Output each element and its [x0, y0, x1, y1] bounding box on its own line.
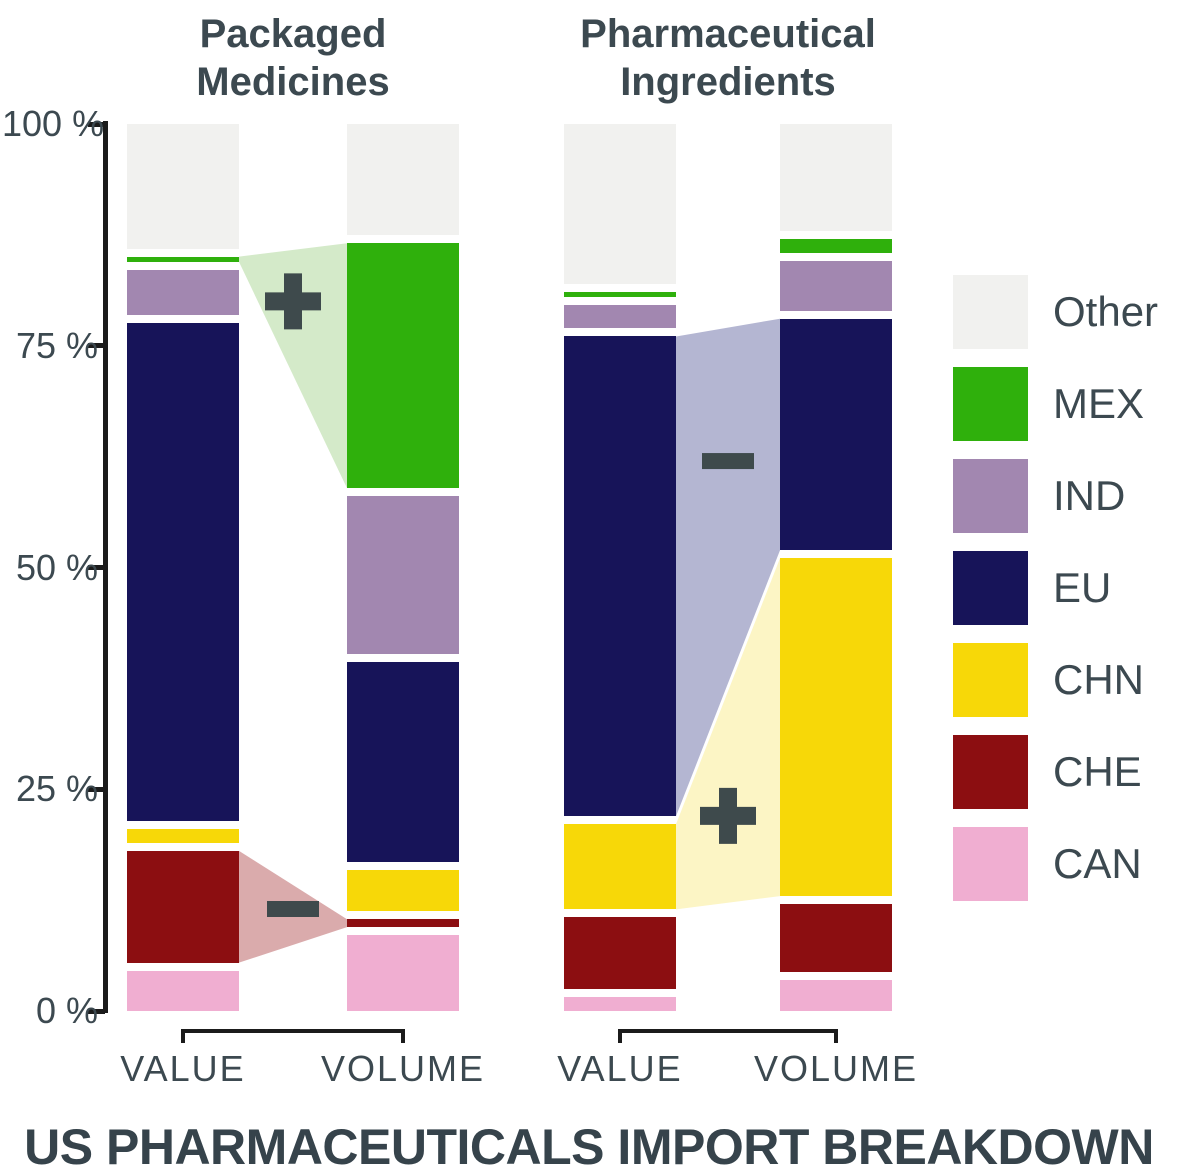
bar-segment-ind: [780, 261, 892, 311]
bar-segment-che: [347, 919, 459, 928]
bar-label-value: VALUE: [557, 1048, 683, 1089]
chart-title: US PHARMACEUTICALS IMPORT BREAKDOWN: [24, 1119, 1154, 1174]
bar-segment-ind: [564, 305, 676, 329]
bar-label-volume: VOLUME: [753, 1048, 919, 1089]
legend-swatch-ind: [953, 459, 1028, 533]
legend-swatch-eu: [953, 551, 1028, 625]
bar-segment-mex: [780, 238, 892, 254]
y-axis-line: [103, 121, 108, 1013]
bar-segment-eu: [347, 661, 459, 863]
bar-segment-ind: [127, 269, 239, 316]
y-axis-tick: [88, 565, 105, 570]
legend-item-chn: CHN: [953, 643, 1173, 717]
group-header-line: Pharmaceutical: [580, 12, 876, 56]
bar-segment-eu: [564, 336, 676, 817]
legend-item-can: CAN: [953, 827, 1173, 901]
legend-swatch-mex: [953, 367, 1028, 441]
group-bracket: [618, 1029, 838, 1043]
group-header-line: Medicines: [196, 60, 390, 104]
minus-icon: [267, 900, 319, 917]
bar-segment-mex: [127, 256, 239, 262]
bar-segment-mex: [347, 243, 459, 489]
y-axis-tick: [88, 1008, 105, 1014]
plus-icon: [265, 273, 321, 330]
y-axis-tick-label: 0 %: [35, 990, 98, 1031]
bar-segment-che: [127, 850, 239, 963]
bar-segment-can: [564, 997, 676, 1011]
plus-icon: [700, 787, 756, 844]
legend-label: EU: [1053, 564, 1112, 611]
minus-icon: [702, 453, 754, 470]
y-axis-tick-label: 50 %: [15, 546, 98, 588]
legend-item-che: CHE: [953, 735, 1173, 809]
group-header-line: Packaged: [199, 12, 387, 56]
legend-swatch-can: [953, 827, 1028, 901]
bar-segment-other: [780, 124, 892, 231]
legend-item-mex: MEX: [953, 367, 1173, 441]
bar-segment-chn: [127, 828, 239, 843]
bar-label-volume: VOLUME: [320, 1048, 486, 1089]
bar-segment-mex: [564, 292, 676, 298]
legend-swatch-other: [953, 275, 1028, 349]
bar-segment-che: [780, 904, 892, 972]
legend-item-other: Other: [953, 275, 1173, 349]
bar-segment-che: [564, 917, 676, 990]
y-axis-tick-label: 25 %: [15, 768, 98, 810]
group-bracket: [181, 1029, 405, 1043]
bar-segment-eu: [127, 323, 239, 821]
legend-label: CAN: [1053, 840, 1142, 887]
y-axis-tick: [88, 343, 105, 349]
bar-segment-chn: [347, 870, 459, 912]
y-axis-tick: [88, 121, 105, 127]
bar-label-value: VALUE: [120, 1048, 246, 1089]
group-header: Pharmaceutical Ingredients: [580, 10, 876, 106]
bar-segment-chn: [780, 558, 892, 897]
y-axis-tick-label: 75 %: [15, 324, 98, 366]
bar-segment-eu: [780, 318, 892, 551]
bar-segment-can: [347, 935, 459, 1011]
legend-swatch-che: [953, 735, 1028, 809]
legend-swatch-chn: [953, 643, 1028, 717]
group-header-line: Ingredients: [620, 60, 836, 104]
bar-segment-other: [127, 124, 239, 249]
bar-segment-other: [347, 124, 459, 236]
bar-segment-other: [564, 124, 676, 285]
bar-segment-can: [127, 970, 239, 1011]
bar-segment-chn: [564, 824, 676, 910]
legend-item-ind: IND: [953, 459, 1173, 533]
legend-label: IND: [1053, 472, 1126, 519]
flow-band-eu: [676, 318, 780, 817]
legend-label: CHE: [1053, 748, 1142, 795]
y-axis-tick: [88, 786, 105, 792]
bar-segment-can: [780, 979, 892, 1011]
bar-segment-ind: [347, 496, 459, 654]
y-axis-tick-label: 100 %: [2, 103, 105, 144]
legend-item-eu: EU: [953, 551, 1173, 625]
group-header: Packaged Medicines: [196, 10, 389, 106]
legend-label: CHN: [1053, 656, 1144, 703]
legend-label: MEX: [1053, 380, 1145, 427]
legend-label: Other: [1053, 288, 1159, 335]
